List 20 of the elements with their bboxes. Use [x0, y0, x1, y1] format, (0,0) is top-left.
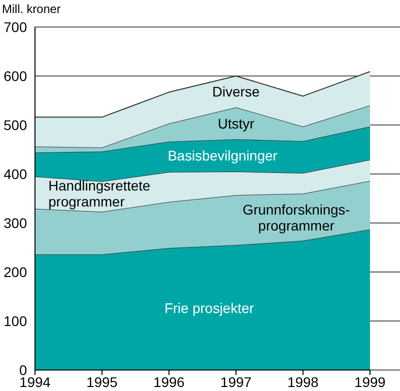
y-tick-label: 500 [4, 116, 28, 133]
series-label: Handlingsrettete programmer [48, 177, 151, 210]
series-label: Utstyr [218, 115, 255, 132]
series-label: Diverse [212, 84, 260, 100]
x-tick-label: 1996 [153, 374, 185, 390]
x-tick-label: 1999 [354, 374, 386, 390]
y-tick-label: 100 [4, 312, 28, 329]
y-axis-title: Mill. kroner [2, 2, 61, 16]
x-tick-label: 1998 [287, 374, 319, 390]
y-tick-label: 300 [4, 214, 28, 231]
y-tick-label: 0 [19, 362, 28, 378]
y-tick-label: 400 [4, 166, 28, 182]
x-tick-label: 1995 [86, 374, 118, 390]
series-label: Grunnforsknings-programmer [242, 201, 350, 234]
y-tick-label: 600 [4, 68, 28, 84]
series-label: Basisbevilgninger [168, 148, 278, 164]
series-label: Frie prosjekter [164, 300, 254, 316]
y-tick-label: 700 [4, 18, 28, 35]
y-tick-label: 200 [4, 264, 28, 280]
x-tick-label: 1997 [220, 374, 252, 390]
